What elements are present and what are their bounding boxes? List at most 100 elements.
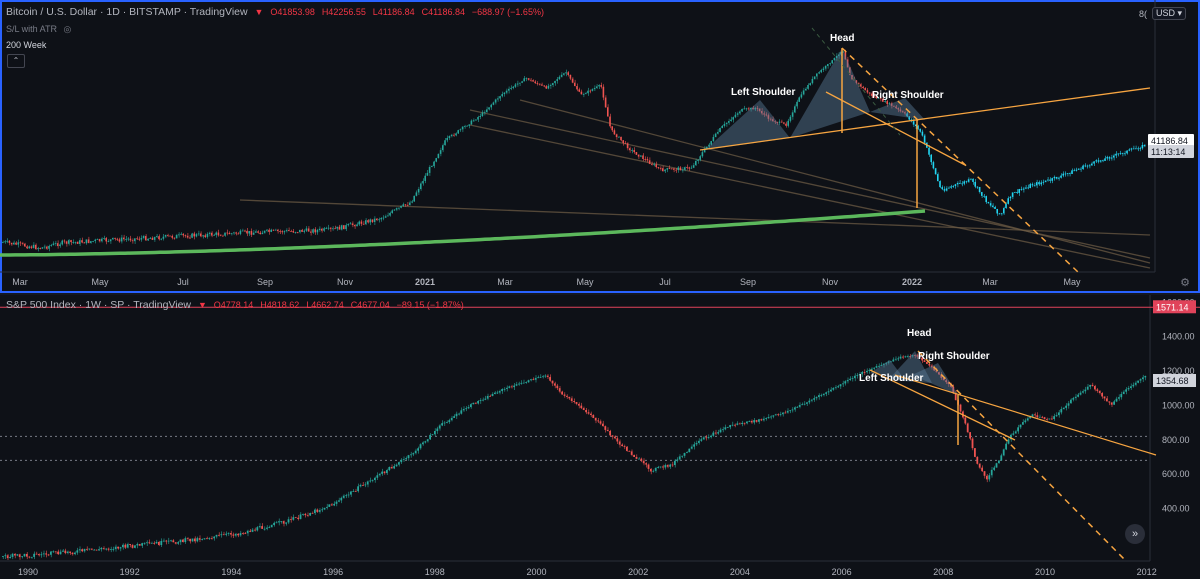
btc-candle-body (945, 188, 948, 191)
btc-candle-body (576, 86, 578, 90)
collapse-legend-button[interactable]: ⌃ (7, 54, 25, 68)
time-axis-tick: Mar (982, 277, 998, 287)
spx-candle-body (791, 409, 794, 411)
spx-candle-body (947, 382, 950, 385)
indicator-atr[interactable]: S/L with ATR ◎ (6, 24, 75, 35)
spx-candle-body (522, 382, 525, 384)
spx-candle-body (1144, 375, 1147, 378)
btc-candle-body (336, 226, 338, 229)
btc-candle-body (560, 74, 563, 77)
spx-candle-body (340, 497, 343, 501)
btc-candle-body (545, 86, 547, 89)
settings-gear-icon[interactable]: ⚙ (1180, 277, 1190, 289)
btc-candle-body (893, 105, 895, 107)
scroll-to-realtime-button[interactable]: » (1125, 524, 1145, 544)
btc-candle-body (1011, 192, 1014, 197)
btc-candle-body (752, 107, 754, 110)
btc-candle-body (468, 124, 470, 126)
btc-candle-body (182, 233, 184, 236)
btc-flag-icon: ▼ (254, 7, 264, 17)
spx-candle-body (642, 460, 645, 464)
spx-candle-body (926, 361, 928, 364)
spx-candle-body (618, 441, 621, 445)
spx-candle-body (808, 400, 811, 403)
spx-chart-canvas[interactable]: Head Left Shoulder Right Shoulder 400.00 600… (0, 295, 1200, 579)
btc-candle-body (138, 238, 140, 240)
spx-candle-body (155, 541, 158, 544)
spx-candle-body (714, 432, 717, 434)
spx-candle-body (482, 399, 484, 401)
spx-candle-body (880, 364, 883, 366)
btc-candle-body (63, 240, 66, 242)
spx-candle-body (1012, 433, 1015, 435)
btc-candle-body (985, 196, 987, 203)
spx-candle-body (1137, 380, 1139, 383)
btc-candle-body (842, 51, 844, 53)
spx-candle-body (330, 504, 333, 506)
btc-candle-body (769, 118, 772, 120)
btc-candle-body (376, 218, 378, 221)
spx-candle-body (412, 453, 415, 455)
spx-candle-body (333, 503, 335, 506)
spx-candle-body (88, 548, 91, 550)
btc-candle-body (624, 142, 627, 144)
spx-candle-body (21, 556, 23, 558)
btc-candle-body (1080, 168, 1082, 170)
btc-candle-body (866, 90, 869, 93)
spx-candle-body (971, 438, 974, 449)
btc-candle-body (747, 108, 750, 110)
btc-candle-body (288, 230, 290, 232)
spx-candle-body (818, 395, 820, 398)
btc-candle-body (1014, 192, 1016, 193)
btc-candle-body (1031, 184, 1034, 186)
btc-candle-body (882, 98, 884, 102)
btc-candle-body (857, 82, 860, 85)
time-axis-tick: 1994 (221, 567, 241, 577)
eye-hidden-icon[interactable]: ◎ (63, 24, 72, 34)
btc-candle-body (919, 128, 921, 132)
spx-candle-body (285, 522, 287, 524)
spx-candle-body (258, 526, 261, 528)
btc-candle-body (1113, 155, 1115, 158)
btc-candle-body (1020, 189, 1023, 190)
btc-candle-body (345, 225, 347, 230)
time-axis-tick: Sep (740, 277, 756, 287)
btc-candle-body (798, 97, 800, 102)
btc-candle-body (266, 229, 268, 231)
head-shoulders-shape (790, 48, 870, 138)
btc-candle-body (299, 229, 301, 233)
btc-candle-body (389, 212, 391, 216)
btc-candle-body (164, 234, 167, 237)
spx-candle-body (431, 434, 434, 436)
btc-candle-body (499, 96, 501, 99)
spx-candle-body (395, 464, 398, 467)
btc-candle-body (246, 230, 248, 234)
spx-candle-body (779, 414, 782, 416)
spx-candle-body (606, 429, 609, 431)
btc-candle-body (307, 228, 310, 232)
spx-candle-body (110, 549, 112, 551)
btc-candle-body (648, 160, 651, 164)
spx-candle-body (570, 398, 573, 402)
btc-candle-body (413, 195, 415, 202)
indicator-200w[interactable]: 200 Week (6, 40, 47, 50)
btc-candle-body (369, 219, 371, 223)
spx-candle-body (772, 415, 775, 417)
spx-candle-body (602, 423, 604, 427)
btc-candle-body (41, 247, 44, 249)
btc-candle-body (327, 227, 330, 229)
last-price-tag: 1354.68 (1156, 376, 1189, 386)
spx-chart-pane[interactable]: Head Left Shoulder Right Shoulder 400.00 600… (0, 295, 1200, 579)
currency-selector[interactable]: USD ▾ (1151, 7, 1186, 20)
spx-candle-body (683, 453, 686, 456)
btc-candle-body (149, 237, 151, 239)
btc-candle-body (679, 167, 682, 171)
time-axis-tick: May (1063, 277, 1081, 287)
head-shoulders-shape (912, 363, 958, 395)
spx-candle-body (858, 374, 861, 376)
time-axis-tick: Sep (257, 277, 273, 287)
btc-candle-body (895, 106, 897, 109)
btc-candle-body (334, 228, 336, 230)
